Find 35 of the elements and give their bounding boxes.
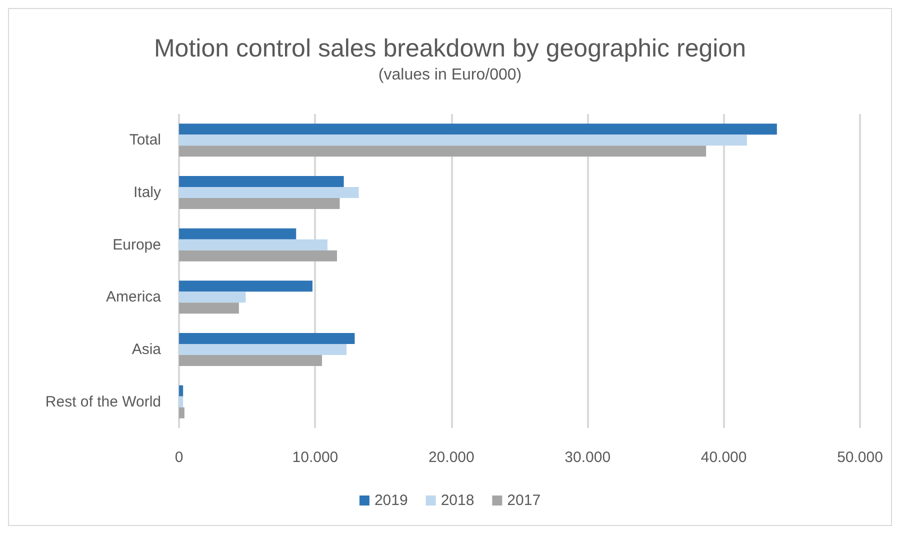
bar xyxy=(179,176,344,187)
bar xyxy=(179,250,337,262)
y-tick-label: Total xyxy=(129,132,161,149)
chart-title: Motion control sales breakdown by geographic region xyxy=(154,34,746,62)
bar xyxy=(179,333,355,344)
bar xyxy=(179,198,340,209)
y-tick-label: America xyxy=(106,288,162,306)
bar xyxy=(179,280,312,292)
legend-label: 2019 xyxy=(374,492,408,509)
x-tick-label: 40.000 xyxy=(700,449,747,466)
bar xyxy=(179,134,747,146)
bar xyxy=(179,407,184,418)
chart-subtitle: (values in Euro/000) xyxy=(378,66,522,84)
y-tick-label: Europe xyxy=(112,236,161,254)
bar xyxy=(179,292,246,303)
bar xyxy=(179,228,296,240)
x-tick-label: 20.000 xyxy=(428,449,474,466)
legend-label: 2017 xyxy=(507,492,541,509)
bar xyxy=(179,396,184,408)
legend-label: 2018 xyxy=(440,492,474,509)
x-tick-label: 30.000 xyxy=(564,449,611,466)
bar xyxy=(179,239,328,250)
y-tick-label: Asia xyxy=(132,341,162,358)
bar xyxy=(179,302,239,314)
bar xyxy=(179,344,347,355)
bar xyxy=(179,355,322,366)
bar xyxy=(179,146,706,157)
bar xyxy=(179,385,184,396)
x-tick-label: 10.000 xyxy=(292,449,338,466)
bar xyxy=(179,124,777,135)
x-tick-label: 0 xyxy=(174,449,184,466)
y-tick-label: Italy xyxy=(133,184,162,201)
x-tick-label: 50.000 xyxy=(837,449,883,466)
bar xyxy=(179,187,359,198)
y-tick-label: Rest of the World xyxy=(45,393,161,410)
